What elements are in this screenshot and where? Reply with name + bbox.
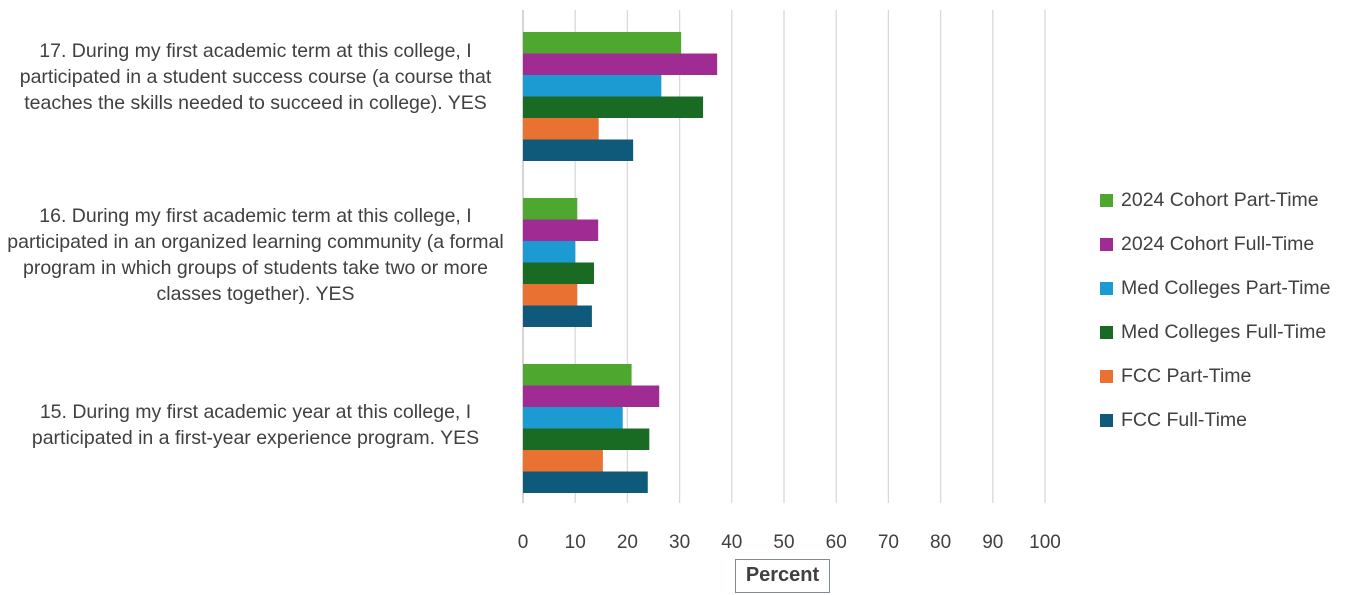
legend-swatch — [1100, 281, 1113, 295]
x-tick-label: 60 — [826, 532, 847, 553]
bar — [523, 385, 660, 407]
x-tick-label: 40 — [721, 532, 742, 553]
legend-item: Med Colleges Full-Time — [1100, 310, 1331, 354]
bar — [523, 471, 648, 493]
bar — [523, 118, 599, 140]
legend-item: Med Colleges Part-Time — [1100, 266, 1331, 310]
legend-label: FCC Part-Time — [1121, 364, 1252, 387]
bar — [523, 407, 623, 429]
legend-label: 2024 Cohort Part-Time — [1121, 188, 1319, 211]
legend-swatch — [1100, 369, 1113, 383]
bars — [523, 32, 718, 493]
x-tick-label: 80 — [930, 532, 951, 553]
legend-swatch — [1100, 193, 1113, 207]
x-tick-label: 90 — [982, 532, 1003, 553]
bar — [523, 75, 662, 97]
x-tick-label: 100 — [1029, 532, 1061, 553]
x-axis-title: Percent — [735, 559, 830, 593]
bar — [523, 198, 578, 220]
x-tick-label: 10 — [565, 532, 586, 553]
x-tick-label: 20 — [617, 532, 638, 553]
x-tick-label: 70 — [878, 532, 899, 553]
bar — [523, 241, 576, 263]
legend-swatch — [1100, 237, 1113, 251]
legend-swatch — [1100, 413, 1113, 427]
x-tick-label: 50 — [773, 532, 794, 553]
bar — [523, 219, 599, 241]
category-label: 16. During my first academic term at thi… — [7, 205, 504, 305]
bar — [523, 53, 718, 75]
category-label: 15. During my first academic year at thi… — [31, 401, 480, 449]
bar — [523, 305, 592, 327]
bar — [523, 139, 634, 161]
legend-label: Med Colleges Full-Time — [1121, 320, 1327, 343]
bar — [523, 284, 578, 306]
legend-swatch — [1100, 325, 1113, 339]
legend-item: 2024 Cohort Full-Time — [1100, 222, 1331, 266]
bar — [523, 96, 704, 118]
legend-item: FCC Full-Time — [1100, 398, 1331, 442]
legend: 2024 Cohort Part-Time 2024 Cohort Full-Ti… — [1100, 178, 1331, 442]
x-axis-ticks: 0 10 20 30 40 50 60 70 80 90 100 — [518, 532, 1061, 553]
legend-label: FCC Full-Time — [1121, 408, 1248, 431]
legend-label: Med Colleges Part-Time — [1121, 276, 1331, 299]
bar — [523, 262, 594, 284]
bar — [523, 450, 603, 472]
bar — [523, 428, 650, 450]
x-tick-label: 0 — [518, 532, 529, 553]
x-tick-label: 30 — [669, 532, 690, 553]
legend-item: FCC Part-Time — [1100, 354, 1331, 398]
legend-item: 2024 Cohort Part-Time — [1100, 178, 1331, 222]
legend-label: 2024 Cohort Full-Time — [1121, 232, 1315, 255]
category-label: 17. During my first academic term at thi… — [19, 40, 492, 114]
bar — [523, 32, 682, 54]
bar — [523, 364, 632, 386]
